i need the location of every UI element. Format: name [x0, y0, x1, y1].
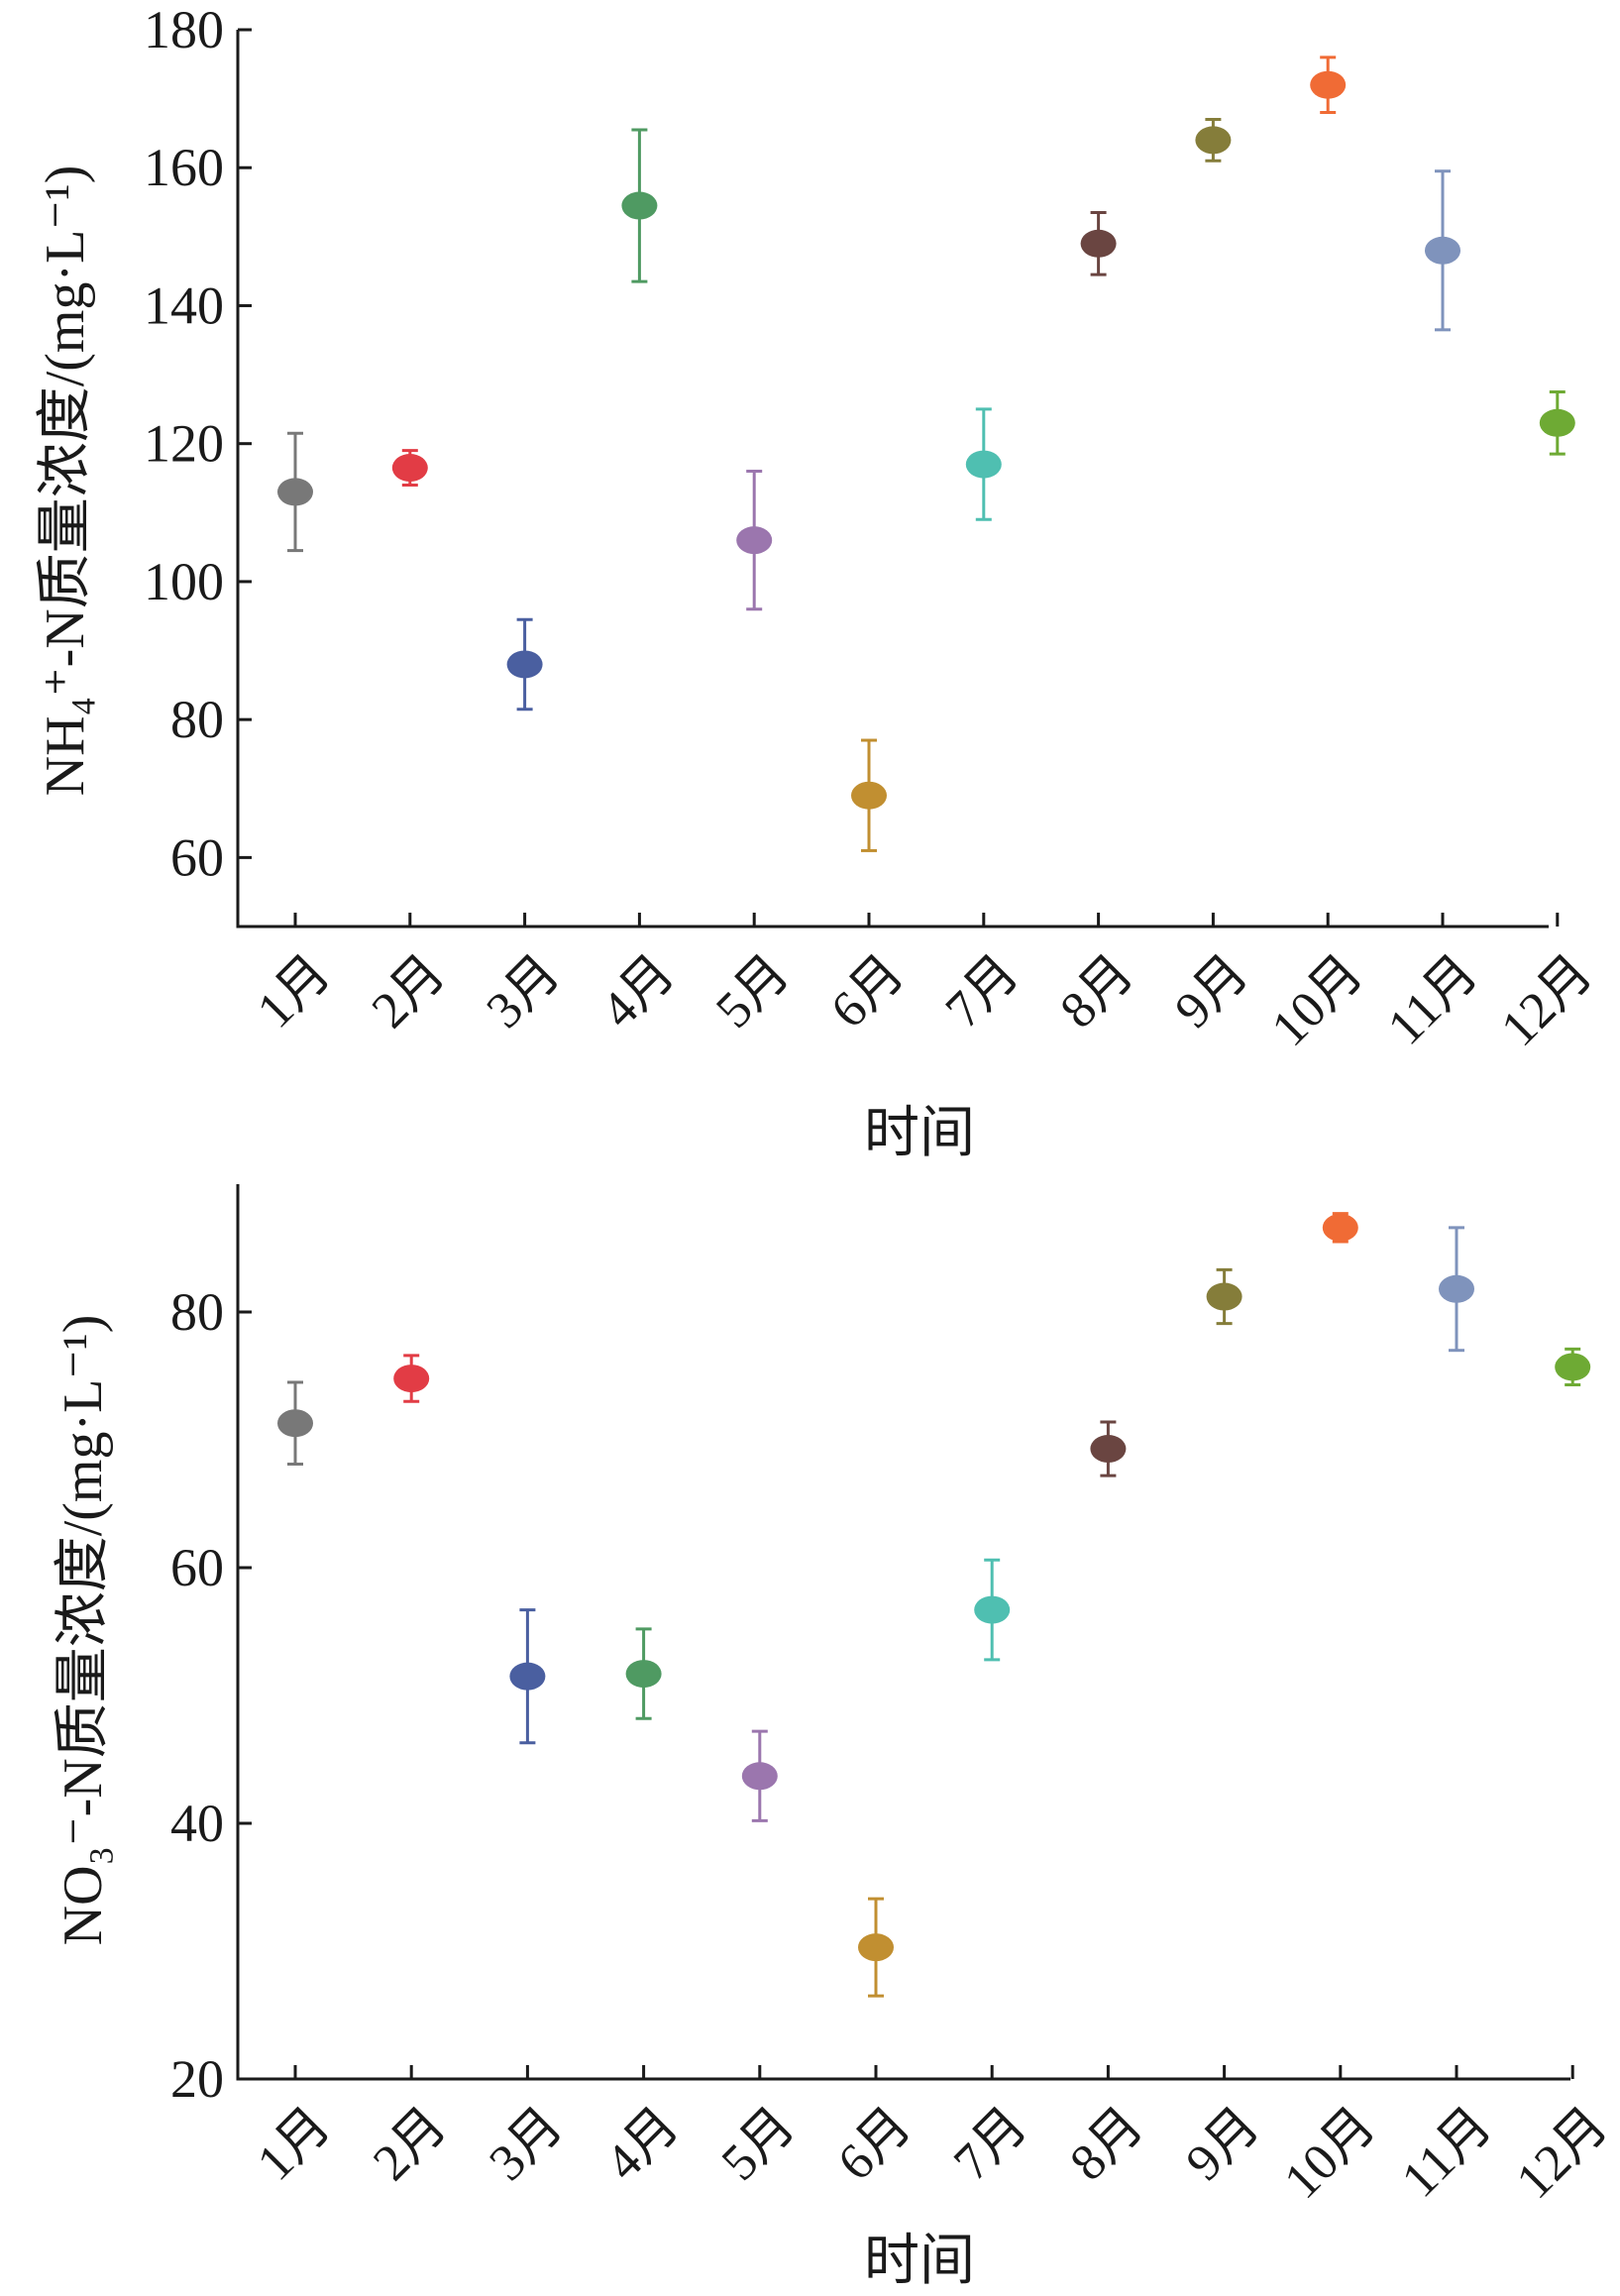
nh4-y-tick-label: 80: [170, 690, 224, 749]
nh4-point-11: [1425, 169, 1460, 332]
nh4-point-4: [621, 128, 658, 283]
no3-x-tick-label: 2月: [363, 2097, 457, 2191]
chart-nh4-marks: [277, 55, 1575, 852]
no3-data-point: [509, 1662, 546, 1691]
no3-y-tick-label: 80: [170, 1282, 224, 1342]
chart-no3-axes: [236, 1184, 1570, 2081]
chart-nh4-x-ticks: 1月 2月 3月 4月 5月 6月 7月 8月 9月 10月 11月 12月: [247, 913, 1603, 1057]
no3-x-tick-label: 3月: [479, 2097, 573, 2191]
no3-data-point: [1090, 1435, 1127, 1464]
nh4-y-tick-label: 180: [144, 0, 224, 59]
chart-nh4-y-ticks: 60 80 100 120 140 160 180: [144, 0, 252, 887]
no3-point-4: [625, 1627, 662, 1720]
no3-data-point: [1555, 1353, 1591, 1381]
nh4-point-9: [1195, 118, 1232, 163]
chart-nh4-y-axis-title: NH₄⁺-N质量浓度/(mg·L⁻¹): [35, 165, 96, 797]
nh4-point-10: [1310, 55, 1347, 115]
nh4-point-2: [391, 449, 428, 487]
nh4-data-point: [965, 450, 1002, 479]
chart-no3-marks: [277, 1212, 1591, 1998]
nh4-data-point: [736, 526, 773, 555]
no3-x-tick-label: 8月: [1059, 2097, 1153, 2191]
nh4-x-tick-label: 10月: [1261, 944, 1374, 1057]
nh4-point-8: [1080, 210, 1117, 276]
no3-data-point: [393, 1365, 430, 1393]
no3-point-7: [974, 1558, 1011, 1662]
no3-point-1: [277, 1380, 313, 1467]
no3-point-11: [1439, 1226, 1474, 1353]
no3-x-tick-label: 11月: [1391, 2097, 1502, 2208]
no3-point-10: [1322, 1212, 1358, 1244]
chart-nh4-axes: [236, 30, 1549, 929]
no3-data-point: [974, 1595, 1011, 1624]
chart-no3-y-axis-title: NO₃⁻-N质量浓度/(mg·L⁻¹): [53, 1315, 114, 1946]
nh4-x-tick-label: 5月: [705, 944, 800, 1039]
nh4-data-point: [277, 478, 313, 506]
no3-point-6: [858, 1897, 894, 1998]
no3-y-tick-label: 20: [170, 2049, 224, 2109]
nh4-data-point: [851, 781, 887, 810]
nh4-x-tick-label: 6月: [820, 944, 915, 1039]
chart-no3-x-ticks: 1月 2月 3月 4月 5月 6月 7月 8月 9月 10月 11月 12月: [247, 2065, 1619, 2210]
no3-x-tick-label: 12月: [1506, 2097, 1619, 2210]
no3-point-12: [1555, 1347, 1591, 1387]
nh4-x-tick-label: 7月: [935, 944, 1029, 1039]
nh4-data-point: [391, 454, 428, 483]
no3-x-tick-label: 1月: [247, 2097, 341, 2191]
no3-x-tick-label: 5月: [711, 2097, 806, 2191]
no3-x-tick-label: 4月: [595, 2097, 690, 2191]
nh4-data-point: [1195, 126, 1232, 155]
chart-nh4-x-axis-title: 时间: [864, 1103, 975, 1164]
no3-point-9: [1206, 1267, 1242, 1326]
nh4-point-12: [1539, 389, 1575, 456]
nh4-y-tick-label: 100: [144, 552, 224, 611]
nh4-x-tick-label: 9月: [1164, 944, 1258, 1039]
no3-y-tick-label: 40: [170, 1794, 224, 1853]
nh4-data-point: [1425, 236, 1460, 265]
nh4-x-tick-label: 12月: [1490, 944, 1603, 1057]
nh4-point-1: [277, 431, 313, 553]
no3-x-tick-label: 10月: [1273, 2097, 1386, 2210]
nh4-data-point: [506, 650, 543, 679]
nh4-x-tick-label: 2月: [362, 944, 456, 1039]
chart-no3-y-ticks: 20 40 60 80: [170, 1282, 252, 2109]
nh4-y-tick-label: 160: [144, 138, 224, 197]
no3-data-point: [625, 1660, 662, 1689]
nh4-point-6: [851, 738, 887, 852]
nh4-point-5: [736, 470, 773, 611]
nh4-x-tick-label: 8月: [1050, 944, 1144, 1039]
no3-point-2: [393, 1354, 430, 1403]
chart-no3-x-axis-title: 时间: [864, 2231, 975, 2292]
nh4-data-point: [1539, 408, 1575, 437]
no3-data-point: [1322, 1213, 1358, 1242]
no3-x-tick-label: 7月: [943, 2097, 1037, 2191]
no3-point-5: [741, 1729, 778, 1822]
nh4-x-tick-label: 4月: [591, 944, 685, 1039]
chart-nh4: 60 80 100 120 140 160 180 1月 2月 3月 4月 5月 6月 7月 8月 9月 10…: [35, 0, 1603, 1164]
nh4-data-point: [1080, 229, 1117, 258]
no3-data-point: [741, 1762, 778, 1791]
nh4-x-tick-label: 11月: [1377, 944, 1488, 1055]
nh4-point-3: [506, 617, 543, 711]
nh4-y-tick-label: 120: [144, 414, 224, 474]
no3-x-tick-label: 9月: [1176, 2097, 1270, 2191]
no3-data-point: [858, 1933, 894, 1962]
no3-data-point: [1206, 1282, 1242, 1311]
no3-point-3: [509, 1608, 546, 1745]
nh4-x-tick-label: 1月: [247, 944, 341, 1039]
no3-point-8: [1090, 1420, 1127, 1477]
no3-y-tick-label: 60: [170, 1538, 224, 1597]
nh4-point-7: [965, 407, 1002, 521]
nh4-data-point: [1310, 70, 1347, 99]
nh4-y-tick-label: 140: [144, 275, 224, 335]
nh4-y-tick-label: 60: [170, 827, 224, 887]
nh4-data-point: [621, 191, 658, 220]
no3-x-tick-label: 6月: [827, 2097, 921, 2191]
nh4-x-tick-label: 3月: [477, 944, 571, 1039]
no3-data-point: [277, 1409, 313, 1438]
no3-data-point: [1439, 1274, 1474, 1303]
